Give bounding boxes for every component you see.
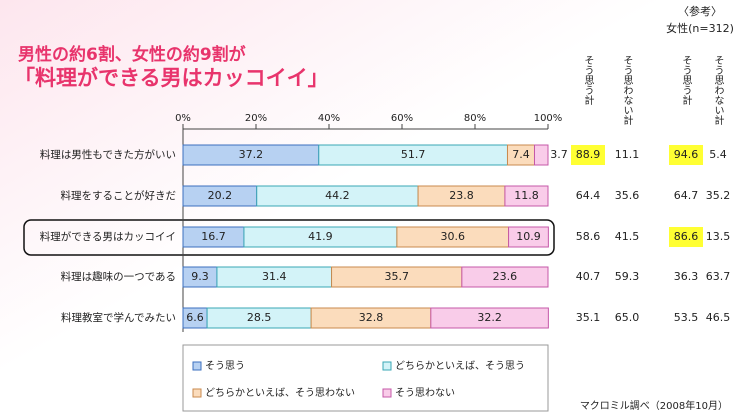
x-tick-label: 60% (391, 113, 413, 124)
column-header: そう思わない計 (712, 55, 724, 126)
cell-highlight (669, 145, 703, 165)
legend-label: どちらかといえば、そう思う (395, 360, 525, 372)
table-cell: 88.9 (576, 148, 601, 161)
value-label: 32.8 (359, 311, 384, 324)
column-header: そう思う計 (582, 55, 594, 106)
category-label: 料理教室で学んでみたい (61, 311, 176, 324)
value-label: 3.7 (550, 148, 568, 161)
table-cell: 65.0 (615, 311, 640, 324)
table-cell: 35.1 (576, 311, 601, 324)
table-cell: 64.4 (576, 189, 601, 202)
category-label: 料理ができる男はカッコイイ (40, 230, 176, 243)
value-label: 23.6 (493, 270, 518, 283)
legend-swatch (192, 361, 202, 371)
cell-highlight (571, 145, 605, 165)
table-cell: 86.6 (674, 230, 699, 243)
table-cell: 41.5 (615, 230, 640, 243)
value-label: 30.6 (440, 230, 465, 243)
value-label: 44.2 (325, 189, 350, 202)
table-cell: 35.6 (615, 189, 640, 202)
table-cell: 63.7 (706, 270, 731, 283)
table-cell: 35.2 (706, 189, 731, 202)
value-label: 10.9 (516, 230, 541, 243)
x-tick-label: 0% (175, 113, 191, 124)
table-cell: 53.5 (674, 311, 699, 324)
table-cell: 40.7 (576, 270, 601, 283)
reference-group: 女性(n=312) (666, 21, 734, 35)
value-label: 23.8 (449, 189, 474, 202)
bar-segment (504, 185, 549, 207)
bar-segment (533, 144, 549, 166)
column-header: そう思わない計 (621, 55, 633, 126)
value-label: 7.4 (512, 148, 530, 161)
value-label: 20.2 (208, 189, 233, 202)
table-cell: 64.7 (674, 189, 699, 202)
table-cell: 11.1 (615, 148, 640, 161)
category-label: 料理をすることが好きだ (61, 189, 177, 202)
bar-segment (461, 266, 549, 288)
table-cell: 94.6 (674, 148, 699, 161)
x-tick-label: 80% (464, 113, 486, 124)
table-cell: 58.6 (576, 230, 601, 243)
value-label: 31.4 (262, 270, 287, 283)
source: マクロミル調べ（2008年10月） (580, 399, 728, 412)
value-label: 41.9 (308, 230, 333, 243)
legend-swatch (192, 388, 202, 398)
table-cell: 36.3 (674, 270, 699, 283)
highlight-box (23, 219, 555, 256)
bar-segment (430, 307, 549, 329)
value-label: 11.8 (514, 189, 539, 202)
bar-segment (508, 226, 549, 248)
legend-box (182, 344, 549, 412)
legend-label: そう思う (205, 360, 245, 372)
category-label: 料理は趣味の一つである (61, 270, 176, 283)
reference-label: 〈参考〉 (678, 4, 722, 18)
category-label: 料理は男性もできた方がいい (40, 148, 176, 161)
chart-subtitle: 「料理ができる男はカッコイイ」 (14, 66, 329, 90)
legend-label: そう思わない (395, 387, 455, 399)
legend-swatch (382, 388, 392, 398)
legend-swatch (382, 361, 392, 371)
value-label: 28.5 (247, 311, 272, 324)
chart-title: 男性の約6割、女性の約9割が (18, 44, 246, 65)
value-label: 37.2 (239, 148, 264, 161)
value-label: 51.7 (401, 148, 426, 161)
table-cell: 13.5 (706, 230, 731, 243)
x-tick-label: 20% (245, 113, 267, 124)
x-tick-label: 100% (534, 113, 563, 124)
value-label: 35.7 (384, 270, 409, 283)
value-label: 32.2 (477, 311, 502, 324)
legend-label: どちらかといえば、そう思わない (205, 387, 355, 399)
table-cell: 59.3 (615, 270, 640, 283)
table-cell: 5.4 (709, 148, 727, 161)
value-label: 16.7 (201, 230, 226, 243)
x-tick-label: 40% (318, 113, 340, 124)
table-cell: 46.5 (706, 311, 731, 324)
cell-highlight (669, 227, 703, 247)
value-label: 9.3 (191, 270, 209, 283)
value-label: 6.6 (186, 311, 204, 324)
column-header: そう思う計 (680, 55, 692, 106)
